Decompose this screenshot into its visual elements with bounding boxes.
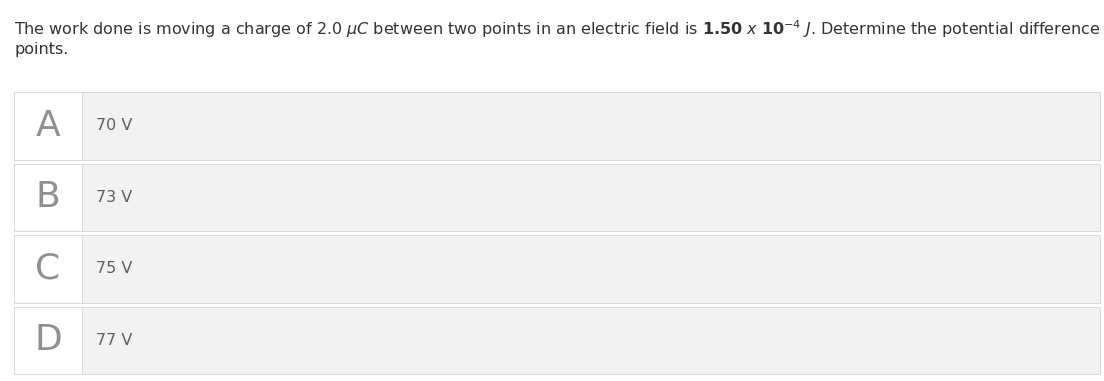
Bar [82, 306, 1100, 374]
Text: 77 V: 77 V [96, 333, 132, 348]
Bar [14, 235, 82, 303]
Text: 73 V: 73 V [96, 190, 132, 205]
Bar [82, 235, 1100, 303]
Text: 75 V: 75 V [96, 261, 132, 276]
Text: D: D [34, 323, 62, 357]
Text: C: C [35, 252, 61, 286]
Bar [14, 92, 82, 160]
Bar [82, 163, 1100, 231]
Bar [82, 92, 1100, 160]
Text: A: A [35, 109, 61, 143]
Text: points.: points. [14, 42, 68, 57]
Bar [14, 306, 82, 374]
Text: B: B [35, 180, 61, 214]
Bar [14, 163, 82, 231]
Text: 70 V: 70 V [96, 118, 132, 133]
Text: The work done is moving a charge of 2.0 $\mu\mathit{C}$ between two points in an: The work done is moving a charge of 2.0 … [14, 18, 1104, 40]
